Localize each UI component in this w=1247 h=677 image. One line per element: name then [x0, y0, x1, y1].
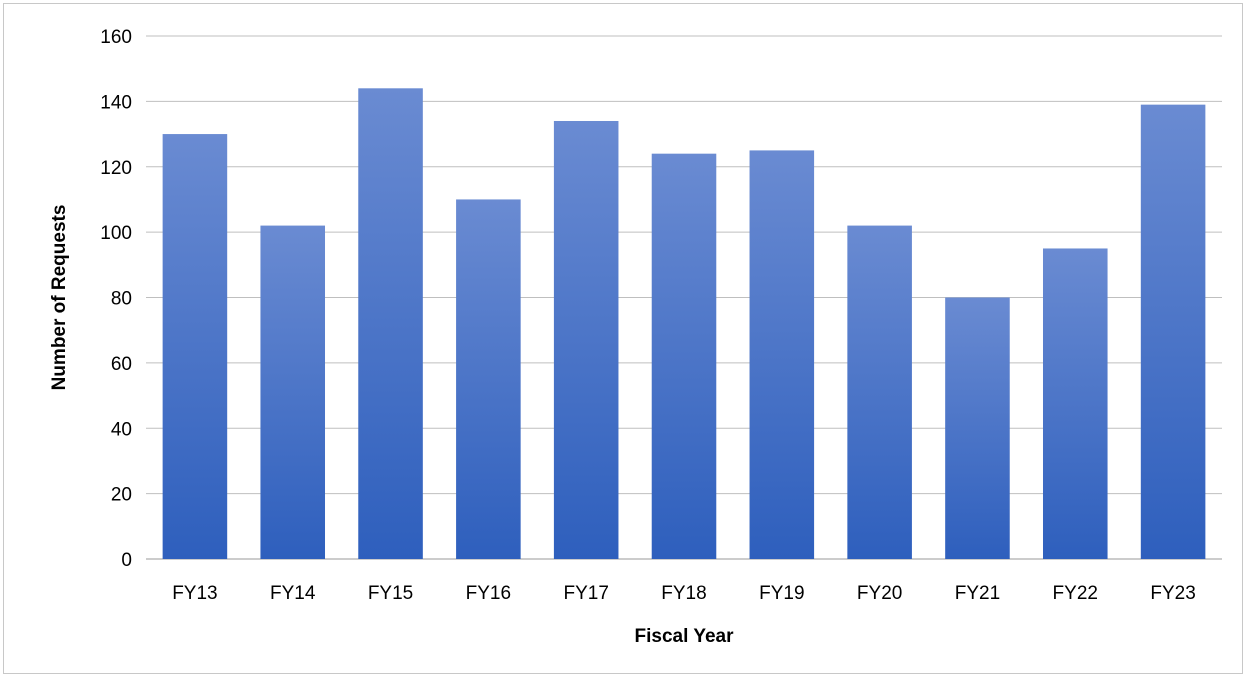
y-tick-label: 120 — [100, 158, 132, 179]
x-tick-label: FY14 — [270, 583, 316, 604]
y-tick-label: 80 — [111, 289, 132, 310]
x-tick-label: FY21 — [955, 583, 1000, 604]
bars — [162, 88, 1206, 560]
y-tick-label: 0 — [121, 550, 132, 571]
x-tick-label: FY18 — [661, 583, 706, 604]
y-axis-ticks: 0 20 40 60 80 100 120 140 160 — [100, 27, 132, 571]
bar-FY22 — [1042, 248, 1108, 559]
y-axis-title: Number of Requests — [49, 205, 70, 391]
bar-FY18 — [651, 153, 717, 560]
bar-FY15 — [358, 88, 423, 560]
y-tick-label: 100 — [100, 223, 132, 244]
y-tick-label: 160 — [100, 27, 132, 48]
bar-FY16 — [456, 199, 521, 559]
x-tick-label: FY16 — [466, 583, 511, 604]
bar-FY21 — [945, 297, 1010, 559]
x-axis-title: Fiscal Year — [635, 626, 735, 647]
bar-FY14 — [260, 225, 326, 559]
y-tick-label: 60 — [111, 354, 132, 375]
y-tick-label: 40 — [111, 419, 132, 440]
x-tick-label: FY22 — [1053, 583, 1098, 604]
x-tick-label: FY17 — [563, 583, 608, 604]
bar-FY19 — [749, 150, 815, 559]
x-tick-label: FY19 — [759, 583, 804, 604]
x-tick-label: FY23 — [1150, 583, 1195, 604]
x-tick-label: FY13 — [172, 583, 217, 604]
x-tick-label: FY20 — [857, 583, 902, 604]
bar-FY17 — [553, 120, 619, 560]
y-tick-label: 20 — [111, 485, 132, 506]
bar-FY20 — [847, 225, 912, 559]
x-tick-label: FY15 — [368, 583, 413, 604]
bar-FY13 — [162, 134, 228, 559]
bar-FY23 — [1140, 104, 1206, 560]
x-axis-ticks: FY13 FY14 FY15 FY16 FY17 FY18 FY19 FY20 FY21 FY22… — [172, 583, 1196, 604]
y-tick-label: 140 — [100, 92, 132, 113]
